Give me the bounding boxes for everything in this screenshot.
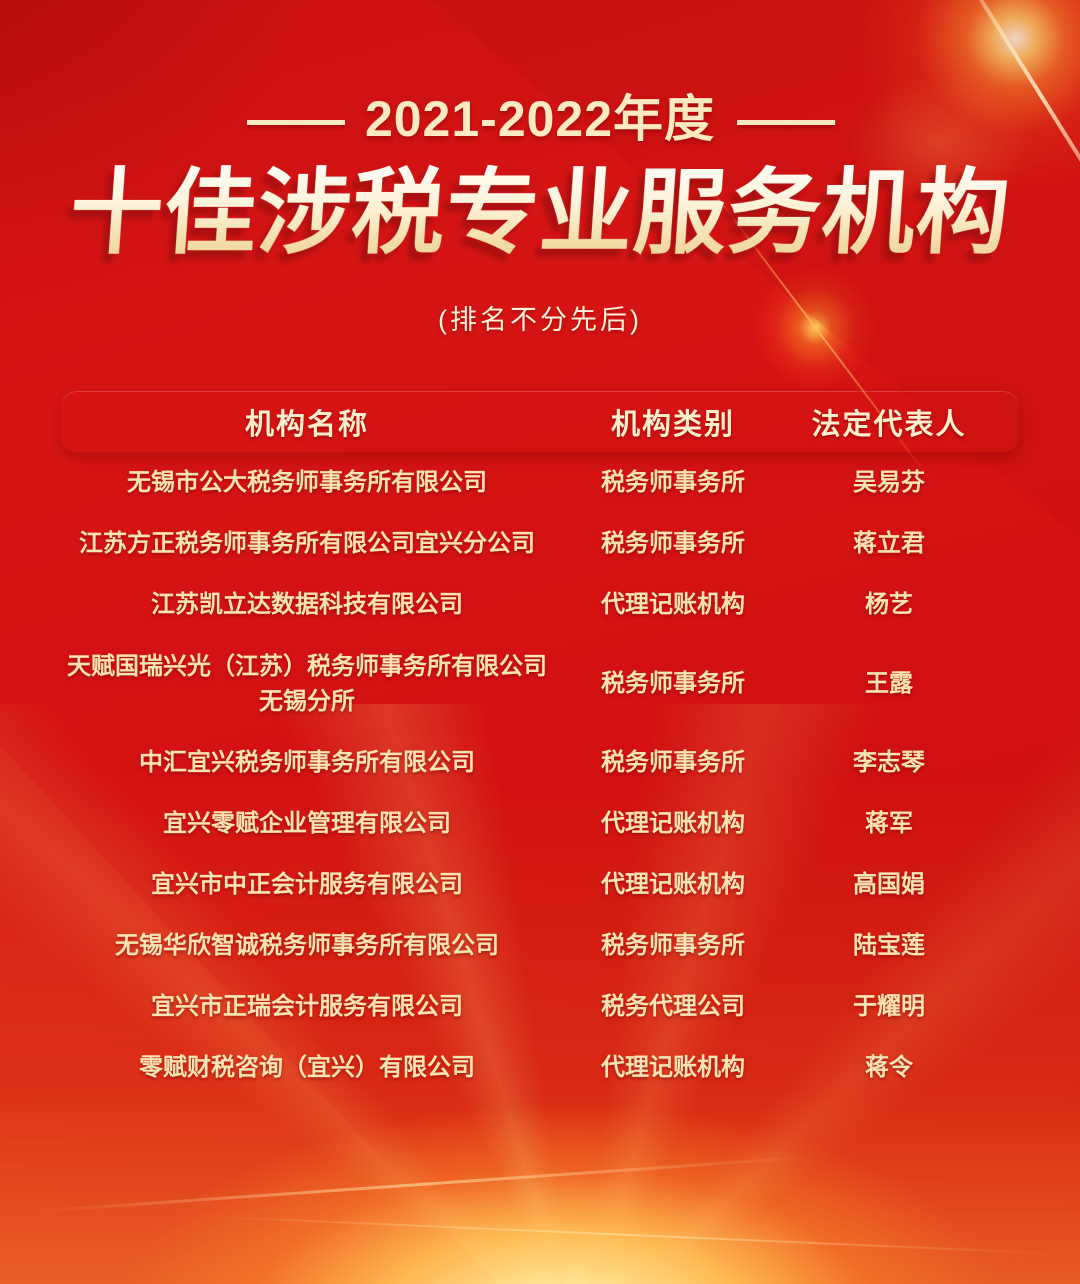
representative-cell: 蒋军 [865, 810, 913, 837]
table-row: 宜兴零赋企业管理有限公司 代理记账机构 蒋军 [61, 793, 1019, 854]
representative-cell: 蒋令 [865, 1054, 913, 1081]
category-cell: 税务师事务所 [601, 469, 745, 496]
representative-cell: 陆宝莲 [853, 932, 925, 959]
header-representative: 法定代表人 [811, 408, 967, 441]
title-dash-left: —— [246, 91, 345, 147]
table-body: 无锡市公大税务师事务所有限公司 税务师事务所 吴易芬 江苏方正税务师事务所有限公… [61, 452, 1019, 1098]
year-line: —— 2021-2022年度 —— [0, 88, 1080, 150]
category-cell: 税务师事务所 [601, 670, 745, 697]
table-row: 江苏方正税务师事务所有限公司宜兴分公司 税务师事务所 蒋立君 [61, 513, 1019, 574]
year-text: 2021-2022年度 [364, 91, 716, 147]
org-name-cell: 宜兴市中正会计服务有限公司 [151, 871, 463, 898]
table-row: 零赋财税咨询（宜兴）有限公司 代理记账机构 蒋令 [61, 1037, 1019, 1098]
category-cell: 代理记账机构 [601, 810, 745, 837]
table-row: 江苏凯立达数据科技有限公司 代理记账机构 杨艺 [61, 574, 1019, 635]
table-row: 无锡华欣智诚税务师事务所有限公司 税务师事务所 陆宝莲 [61, 915, 1019, 976]
table-header: 机构名称 机构类别 法定代表人 [61, 391, 1019, 452]
org-name-cell: 中汇宜兴税务师事务所有限公司 [139, 749, 475, 776]
representative-cell: 王露 [865, 670, 913, 697]
category-cell: 税务师事务所 [601, 530, 745, 557]
org-name-cell: 零赋财税咨询（宜兴）有限公司 [139, 1054, 475, 1081]
category-cell: 代理记账机构 [601, 591, 745, 618]
header-category: 机构类别 [610, 408, 735, 441]
org-name-cell: 无锡华欣智诚税务师事务所有限公司 [115, 932, 499, 959]
representative-cell: 杨艺 [865, 591, 913, 618]
representative-cell: 于耀明 [853, 993, 925, 1020]
representative-cell: 蒋立君 [853, 530, 925, 557]
category-cell: 税务代理公司 [601, 993, 745, 1020]
org-name-cell: 宜兴市正瑞会计服务有限公司 [151, 993, 463, 1020]
category-cell: 税务师事务所 [601, 749, 745, 776]
org-name-cell: 天赋国瑞兴光（江苏）税务师事务所有限公司无锡分所 [67, 652, 547, 715]
category-cell: 代理记账机构 [601, 1054, 745, 1081]
category-cell: 代理记账机构 [601, 871, 745, 898]
table-row: 天赋国瑞兴光（江苏）税务师事务所有限公司无锡分所 税务师事务所 王露 [61, 635, 1019, 732]
representative-cell: 李志琴 [853, 749, 925, 776]
subtitle: (排名不分先后) [438, 305, 642, 335]
main-title-text: 十佳涉税专业服务机构 [66, 161, 1014, 265]
representative-cell: 吴易芬 [853, 469, 925, 496]
header-org-name: 机构名称 [244, 408, 369, 441]
representative-cell: 高国娟 [853, 871, 925, 898]
title-dash-right: —— [737, 91, 835, 147]
table-row: 宜兴市中正会计服务有限公司 代理记账机构 高国娟 [61, 854, 1019, 915]
main-title: 十佳涉税专业服务机构 [0, 160, 1080, 266]
table-row: 宜兴市正瑞会计服务有限公司 税务代理公司 于耀明 [61, 976, 1019, 1037]
table-row: 无锡市公大税务师事务所有限公司 税务师事务所 吴易芬 [61, 452, 1019, 513]
category-cell: 税务师事务所 [601, 932, 745, 959]
org-name-cell: 江苏凯立达数据科技有限公司 [151, 591, 463, 618]
org-name-cell: 宜兴零赋企业管理有限公司 [163, 810, 451, 837]
table-row: 中汇宜兴税务师事务所有限公司 税务师事务所 李志琴 [61, 732, 1019, 793]
org-name-cell: 无锡市公大税务师事务所有限公司 [127, 469, 487, 496]
org-name-cell: 江苏方正税务师事务所有限公司宜兴分公司 [79, 530, 535, 557]
